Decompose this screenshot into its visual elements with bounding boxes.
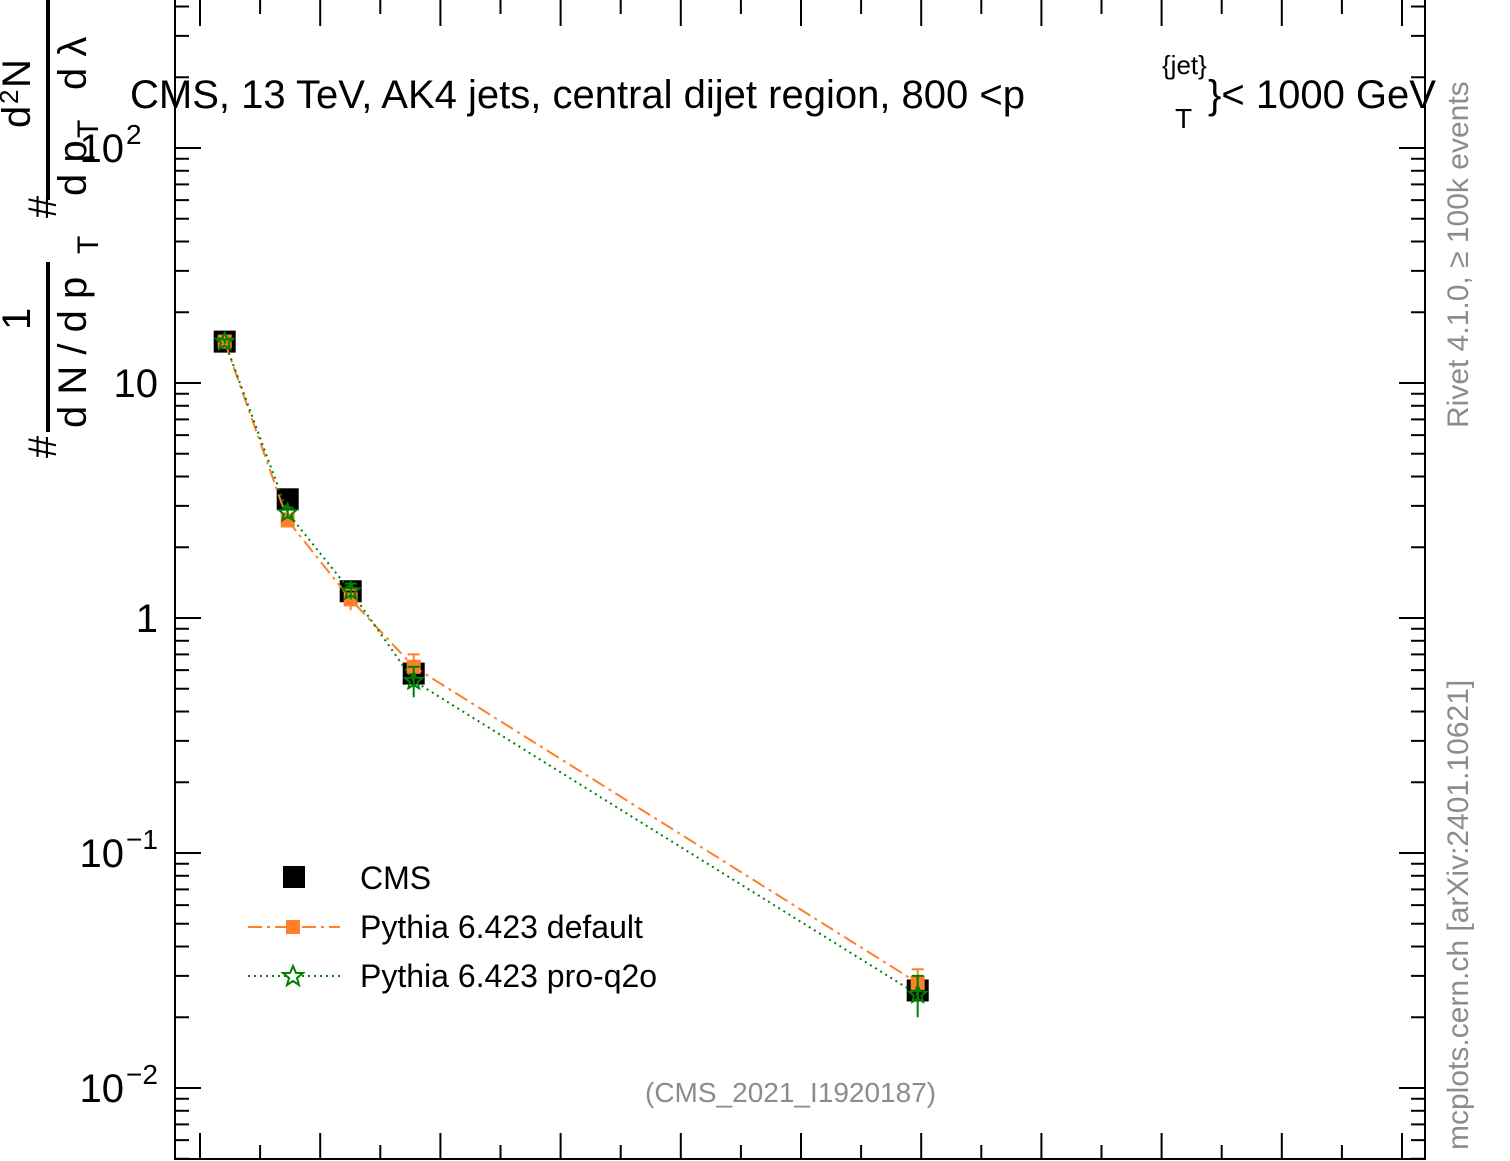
ylabel-N: N bbox=[0, 59, 39, 88]
legend-label-pythia-proq2o: Pythia 6.423 pro-q2o bbox=[360, 958, 657, 994]
chart-title-sub: T bbox=[1175, 103, 1192, 134]
legend-marker-cms bbox=[283, 866, 305, 888]
y-tick-label: 10 bbox=[80, 127, 125, 171]
data-point bbox=[402, 669, 425, 691]
chart-title: CMS, 13 TeV, AK4 jets, central dijet reg… bbox=[130, 73, 1025, 117]
legend-marker-pythia-proq2o bbox=[280, 963, 306, 988]
data-point bbox=[213, 329, 236, 352]
ylabel-sup2: 2 bbox=[0, 90, 24, 104]
series-group bbox=[213, 329, 929, 1018]
analysis-id-label: (CMS_2021_I1920187) bbox=[645, 1077, 936, 1108]
legend-label-cms: CMS bbox=[360, 860, 431, 896]
y-axis-label: # 1 d N / d p T # d 2 N d p T d λ bbox=[0, 0, 105, 458]
ylabel-dlambda: d λ bbox=[51, 37, 95, 90]
legend-marker-pythia-default bbox=[286, 920, 300, 934]
legend-label-pythia-default: Pythia 6.423 default bbox=[360, 909, 643, 945]
series-line bbox=[223, 341, 919, 984]
y-tick-label-exponent: −2 bbox=[126, 1059, 158, 1090]
y-tick-label: 10 bbox=[80, 832, 125, 876]
y-tick-label: 10 bbox=[80, 1067, 125, 1111]
y-tick-label-exponent: −1 bbox=[126, 824, 158, 855]
ylabel-dpT: d p bbox=[51, 140, 95, 196]
ylabel-dN: d N / d p bbox=[51, 277, 95, 428]
rivet-version-label: Rivet 4.1.0, ≥ 100k events bbox=[1442, 81, 1475, 428]
ylabel-d2: d bbox=[0, 106, 39, 128]
ylabel-one: 1 bbox=[0, 308, 39, 330]
y-tick-label-exponent: 2 bbox=[126, 119, 142, 150]
legend: CMS Pythia 6.423 default Pythia 6.423 pr… bbox=[248, 860, 657, 994]
y-tick-label: 10 bbox=[114, 362, 159, 406]
axis-ticks bbox=[175, 0, 1425, 1160]
series-line bbox=[223, 341, 919, 996]
chart-title-sup: {jet} bbox=[1162, 50, 1207, 80]
ylabel-T2: T bbox=[72, 120, 105, 138]
chart-title-end: }< 1000 GeV bbox=[1208, 73, 1436, 117]
mcplots-reference-label: mcplots.cern.ch [arXiv:2401.10621] bbox=[1442, 680, 1475, 1150]
data-point bbox=[276, 501, 299, 523]
ylabel-T1: T bbox=[72, 236, 105, 254]
data-point bbox=[339, 579, 362, 601]
ylabel-hash2: # bbox=[21, 195, 65, 218]
y-tick-label: 1 bbox=[136, 597, 158, 641]
ylabel-hash1: # bbox=[21, 435, 65, 458]
data-point bbox=[906, 982, 929, 1004]
